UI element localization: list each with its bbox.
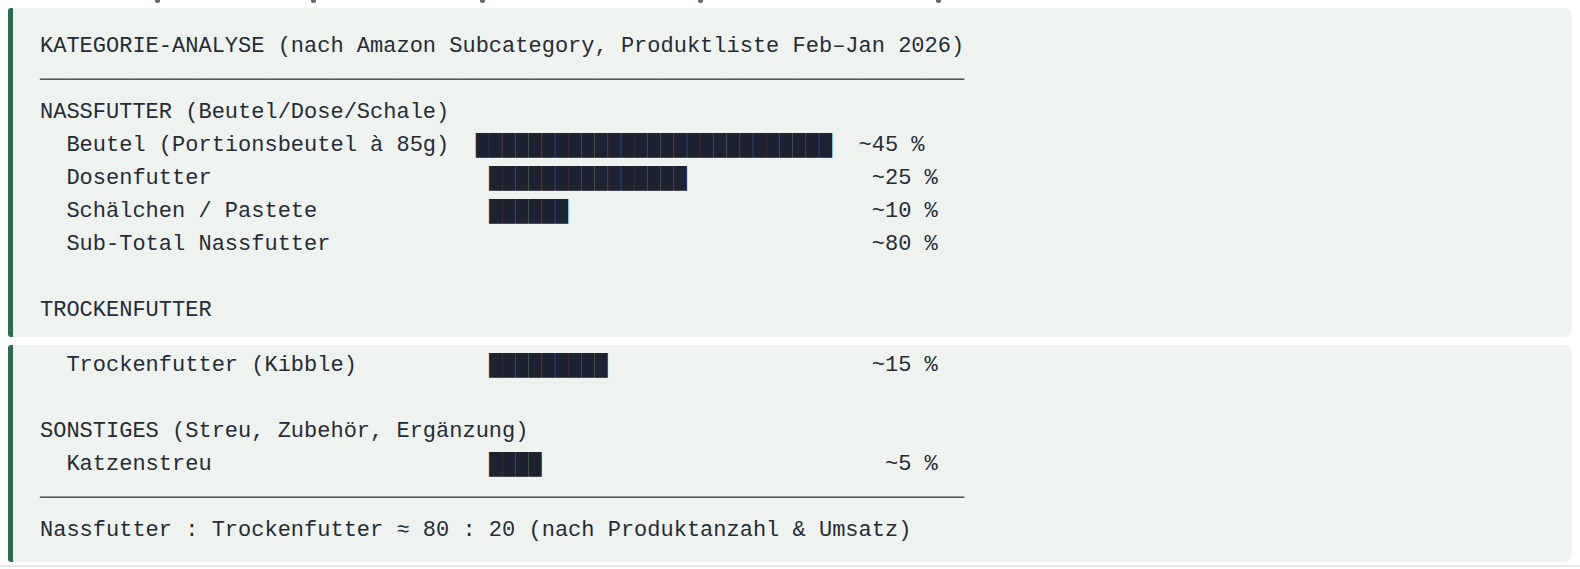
rule-top: ————————————————————————————————————————… [40,63,1572,96]
row-label: Schälchen / Pastete [40,199,489,224]
bar-segment: ███████████████████████████ [476,133,832,158]
row-percent: ~45 % [832,133,924,158]
page-divider-line [0,565,1580,567]
analysis-panel-top: KATEGORIE-ANALYSE (nach Amazon Subcatego… [8,8,1572,337]
row-dosenfutter: Dosenfutter ███████████████ ~25 % [40,162,1572,195]
row-beutel: Beutel (Portionsbeutel à 85g) █████████… [40,129,1572,162]
chart-title: KATEGORIE-ANALYSE (nach Amazon Subcatego… [40,30,1572,63]
bar-segment: ██████ [489,199,568,224]
cropped-text-fragment [311,0,316,3]
rule-bottom: ————————————————————————————————————————… [40,481,1572,514]
bar-segment: ████ [489,452,542,477]
row-label: Trockenfutter (Kibble) [40,353,489,378]
cropped-text-fragment [480,0,485,3]
row-label: Beutel (Portionsbeutel à 85g) [40,133,476,158]
blank-line [40,261,1572,294]
row-label: Katzenstreu [40,452,489,477]
row-percent: ~80 % [489,232,938,257]
row-percent: ~5 % [542,452,938,477]
row-katzenstreu: Katzenstreu ████ ~5 % [40,448,1572,481]
row-label: Sub-Total Nassfutter [40,232,489,257]
section-heading-trockenfutter: TROCKENFUTTER [40,294,1572,327]
blank-line [40,382,1572,415]
row-label: Dosenfutter [40,166,489,191]
section-heading-nassfutter: NASSFUTTER (Beutel/Dose/Schale) [40,96,1572,129]
chat-content-area: KATEGORIE-ANALYSE (nach Amazon Subcatego… [0,0,1580,569]
row-subtotal-nassfutter: Sub-Total Nassfutter ~80 % [40,228,1572,261]
section-heading-sonstiges: SONSTIGES (Streu, Zubehör, Ergänzung) [40,415,1572,448]
row-schaelchen-pastete: Schälchen / Pastete ██████ ~10 % [40,195,1572,228]
row-percent: ~25 % [687,166,938,191]
cropped-text-fragment [936,0,941,3]
row-trockenfutter-kibble: Trockenfutter (Kibble) █████████ ~15 % [40,349,1572,382]
analysis-panel-bottom: Trockenfutter (Kibble) █████████ ~15 % S… [8,345,1572,562]
summary-note: Nassfutter : Trockenfutter ≈ 80 : 20 (na… [40,514,1572,547]
cropped-text-fragment [698,0,703,3]
row-percent: ~15 % [608,353,938,378]
bar-segment: ███████████████ [489,166,687,191]
row-percent: ~10 % [568,199,938,224]
cropped-text-fragment [155,0,160,3]
bar-segment: █████████ [489,353,608,378]
